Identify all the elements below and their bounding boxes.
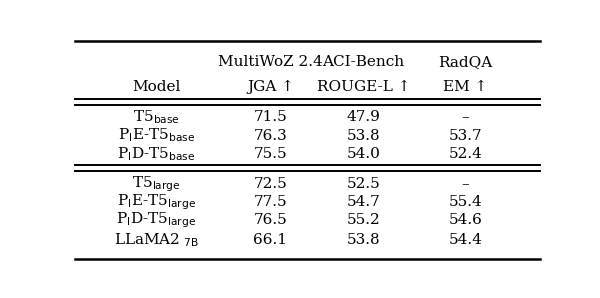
Text: 71.5: 71.5 xyxy=(253,110,287,124)
Text: 66.1: 66.1 xyxy=(253,233,287,247)
Text: P$_\mathrm{I}$E-T5$_{\mathrm{large}}$: P$_\mathrm{I}$E-T5$_{\mathrm{large}}$ xyxy=(117,192,196,212)
Text: 53.8: 53.8 xyxy=(346,128,380,142)
Text: –: – xyxy=(462,110,469,124)
Text: 72.5: 72.5 xyxy=(253,177,287,191)
Text: MultiWoZ 2.4: MultiWoZ 2.4 xyxy=(218,55,323,69)
Text: 47.9: 47.9 xyxy=(346,110,380,124)
Text: 55.4: 55.4 xyxy=(449,195,482,209)
Text: 54.4: 54.4 xyxy=(449,233,482,247)
Text: 53.7: 53.7 xyxy=(449,128,482,142)
Text: ROUGE-L ↑: ROUGE-L ↑ xyxy=(317,80,410,94)
Text: P$_\mathrm{I}$E-T5$_{\mathrm{base}}$: P$_\mathrm{I}$E-T5$_{\mathrm{base}}$ xyxy=(118,127,195,145)
Text: T5$_{\mathrm{base}}$: T5$_{\mathrm{base}}$ xyxy=(133,108,180,126)
Text: 54.7: 54.7 xyxy=(346,195,380,209)
Text: 75.5: 75.5 xyxy=(253,147,287,161)
Text: 53.8: 53.8 xyxy=(346,233,380,247)
Text: 76.3: 76.3 xyxy=(253,128,287,142)
Text: ACI-Bench: ACI-Bench xyxy=(322,55,404,69)
Text: 54.6: 54.6 xyxy=(449,213,482,227)
Text: 77.5: 77.5 xyxy=(253,195,287,209)
Text: 52.4: 52.4 xyxy=(449,147,482,161)
Text: EM ↑: EM ↑ xyxy=(443,80,488,94)
Text: P$_\mathrm{I}$D-T5$_{\mathrm{base}}$: P$_\mathrm{I}$D-T5$_{\mathrm{base}}$ xyxy=(117,145,196,163)
Text: JGA ↑: JGA ↑ xyxy=(247,80,294,94)
Text: 76.5: 76.5 xyxy=(253,213,287,227)
Text: T5$_{\mathrm{large}}$: T5$_{\mathrm{large}}$ xyxy=(132,174,181,194)
Text: –: – xyxy=(462,177,469,191)
Text: 55.2: 55.2 xyxy=(346,213,380,227)
Text: 52.5: 52.5 xyxy=(346,177,380,191)
Text: P$_\mathrm{I}$D-T5$_{\mathrm{large}}$: P$_\mathrm{I}$D-T5$_{\mathrm{large}}$ xyxy=(116,211,196,230)
Text: 54.0: 54.0 xyxy=(346,147,380,161)
Text: RadQA: RadQA xyxy=(439,55,493,69)
Text: Model: Model xyxy=(132,80,181,94)
Text: LLaMA2$_{\ \mathrm{7B}}$: LLaMA2$_{\ \mathrm{7B}}$ xyxy=(114,231,199,249)
